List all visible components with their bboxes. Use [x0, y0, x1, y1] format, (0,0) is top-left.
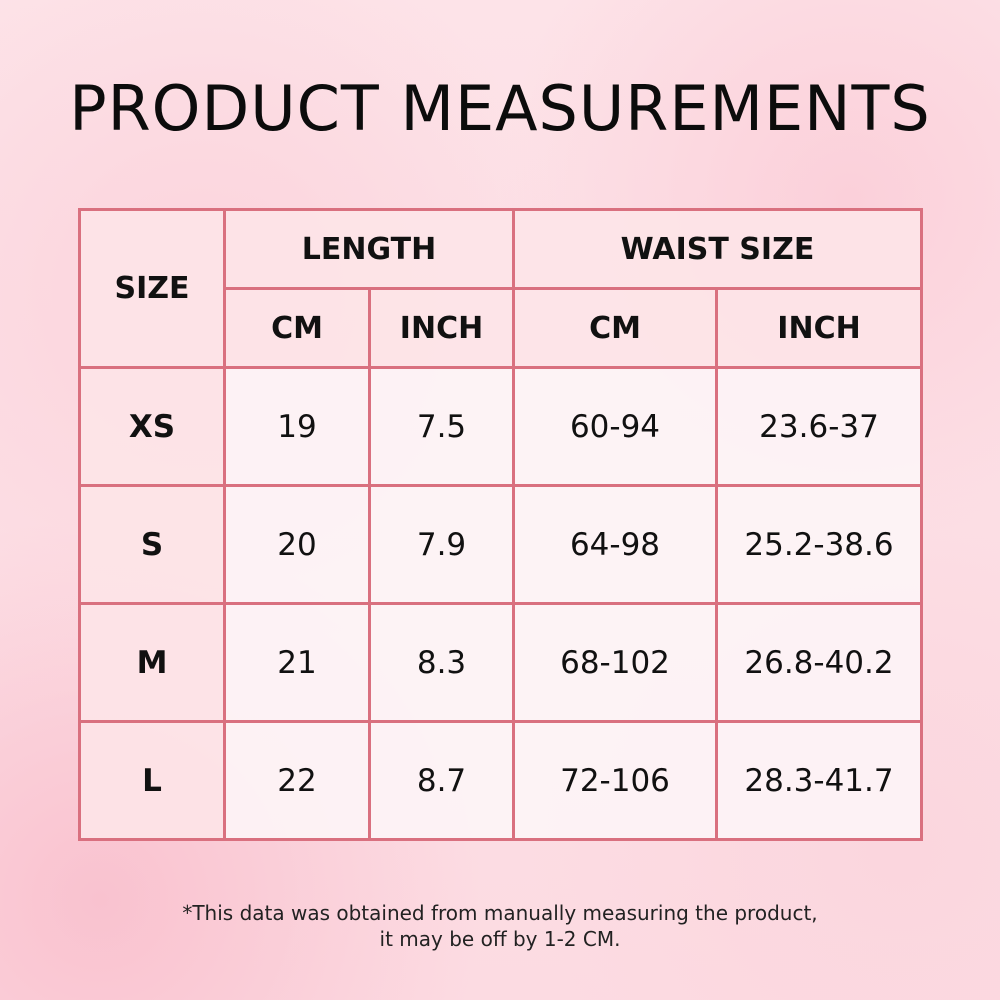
value-cell: 7.9 — [368, 484, 515, 605]
value-cell: 8.3 — [368, 602, 515, 723]
disclaimer-note: *This data was obtained from manually me… — [0, 900, 1000, 952]
value-cell: 23.6-37 — [715, 366, 923, 487]
unit-header: INCH — [368, 287, 515, 369]
value-cell: 21 — [223, 602, 371, 723]
size-cell: S — [78, 484, 226, 605]
size-cell: XS — [78, 366, 226, 487]
measurements-table: SIZE LENGTH WAIST SIZE CM INCH CM INCH X… — [78, 208, 923, 841]
value-cell: 28.3-41.7 — [715, 720, 923, 841]
size-cell: M — [78, 602, 226, 723]
waist-header: WAIST SIZE — [512, 208, 923, 290]
table-row: XS 19 7.5 60-94 23.6-37 — [78, 366, 923, 487]
length-header: LENGTH — [223, 208, 515, 290]
unit-header: CM — [512, 287, 718, 369]
value-cell: 19 — [223, 366, 371, 487]
value-cell: 25.2-38.6 — [715, 484, 923, 605]
table-row: L 22 8.7 72-106 28.3-41.7 — [78, 720, 923, 841]
value-cell: 26.8-40.2 — [715, 602, 923, 723]
table-row: S 20 7.9 64-98 25.2-38.6 — [78, 484, 923, 605]
size-cell: L — [78, 720, 226, 841]
value-cell: 64-98 — [512, 484, 718, 605]
value-cell: 8.7 — [368, 720, 515, 841]
unit-header: CM — [223, 287, 371, 369]
value-cell: 7.5 — [368, 366, 515, 487]
value-cell: 68-102 — [512, 602, 718, 723]
value-cell: 72-106 — [512, 720, 718, 841]
page-title: PRODUCT MEASUREMENTS — [69, 72, 931, 145]
value-cell: 60-94 — [512, 366, 718, 487]
value-cell: 22 — [223, 720, 371, 841]
unit-header: INCH — [715, 287, 923, 369]
size-header: SIZE — [78, 208, 226, 369]
table-row: M 21 8.3 68-102 26.8-40.2 — [78, 602, 923, 723]
note-line: *This data was obtained from manually me… — [182, 901, 818, 925]
note-line: it may be off by 1-2 CM. — [379, 927, 621, 951]
value-cell: 20 — [223, 484, 371, 605]
